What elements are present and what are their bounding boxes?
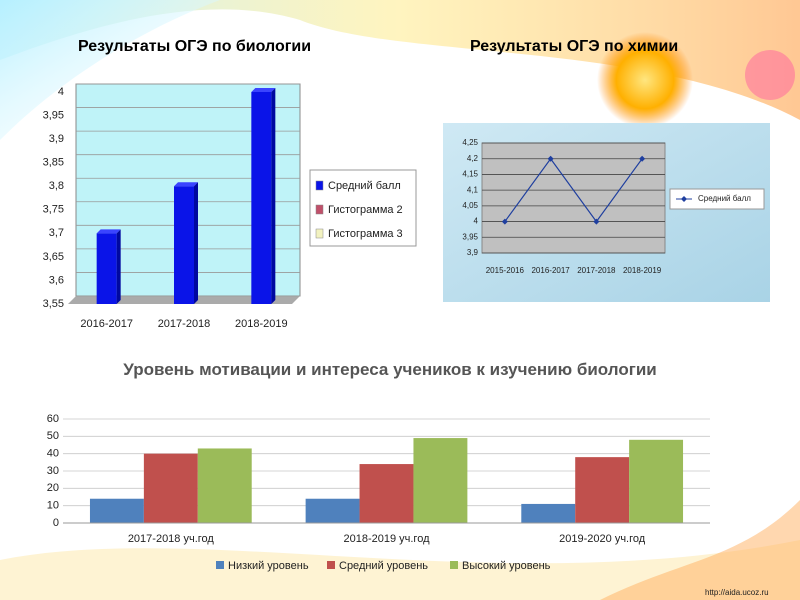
y-tick-label: 30 bbox=[47, 465, 59, 477]
chart-title: Результаты ОГЭ по химии bbox=[470, 38, 679, 55]
marker bbox=[639, 155, 646, 162]
y-tick-label: 3,95 bbox=[43, 109, 64, 121]
legend-label: Гистограмма 2 bbox=[328, 204, 403, 216]
y-tick-label: 3,75 bbox=[43, 204, 64, 216]
bar-side bbox=[271, 88, 276, 304]
legend-label: Высокий уровень bbox=[462, 560, 551, 572]
bar-top bbox=[174, 182, 198, 187]
bar bbox=[629, 439, 684, 523]
x-tick-label: 2018-2019 уч.год bbox=[343, 533, 430, 545]
y-tick-label: 4,2 bbox=[467, 154, 479, 163]
marker bbox=[593, 218, 600, 225]
decor bbox=[0, 0, 800, 120]
y-tick-label: 60 bbox=[47, 413, 59, 425]
legend-label: Средний уровень bbox=[339, 560, 428, 572]
bar bbox=[96, 233, 117, 304]
y-tick-label: 3,9 bbox=[49, 133, 64, 145]
decor bbox=[600, 500, 800, 600]
x-tick-label: 2016-2017 bbox=[80, 318, 133, 330]
bar bbox=[197, 448, 252, 523]
x-tick-label: 2015-2016 bbox=[486, 266, 525, 275]
decor bbox=[745, 50, 795, 100]
y-tick-label: 40 bbox=[47, 448, 59, 460]
bar-side bbox=[194, 182, 198, 304]
y-tick-label: 4,05 bbox=[462, 201, 478, 210]
line bbox=[504, 157, 643, 223]
x-tick-label: 2017-2018 bbox=[158, 318, 211, 330]
bar-top bbox=[251, 88, 276, 92]
bar bbox=[174, 186, 194, 304]
y-tick-label: 4 bbox=[474, 217, 479, 226]
bar bbox=[575, 457, 630, 523]
y-tick-label: 3,7 bbox=[49, 227, 64, 239]
legend-swatch bbox=[315, 228, 324, 239]
legend-label: Средний балл bbox=[328, 180, 401, 192]
y-tick-label: 4 bbox=[58, 86, 64, 98]
x-tick-label: 2016-2017 bbox=[531, 266, 570, 275]
x-tick-label: 2017-2018 уч.год bbox=[128, 533, 215, 545]
x-tick-label: 2019-2020 уч.год bbox=[559, 533, 646, 545]
legend-label: Низкий уровень bbox=[228, 560, 309, 572]
chart-title: Результаты ОГЭ по биологии bbox=[78, 38, 312, 55]
legend-label: Средний балл bbox=[698, 194, 751, 203]
bar-top bbox=[96, 229, 121, 234]
legend-swatch bbox=[315, 180, 324, 191]
x-tick-label: 2017-2018 bbox=[577, 266, 616, 275]
y-tick-label: 3,65 bbox=[43, 251, 64, 263]
bar bbox=[251, 92, 272, 304]
marker bbox=[501, 218, 508, 225]
y-tick-label: 4,25 bbox=[462, 138, 478, 147]
y-tick-label: 0 bbox=[53, 517, 59, 529]
legend-swatch bbox=[216, 561, 224, 569]
legend-marker bbox=[681, 196, 687, 202]
y-tick-label: 3,85 bbox=[43, 157, 64, 169]
bar bbox=[413, 438, 468, 523]
y-tick-label: 4,1 bbox=[467, 185, 479, 194]
decor bbox=[0, 0, 220, 140]
decor bbox=[0, 540, 800, 600]
y-tick-label: 50 bbox=[47, 430, 59, 442]
y-tick-label: 3,9 bbox=[467, 248, 479, 257]
bar bbox=[89, 498, 144, 523]
marker bbox=[547, 155, 554, 162]
bar bbox=[305, 498, 360, 523]
plot-area bbox=[481, 142, 666, 254]
bar bbox=[143, 453, 198, 523]
watermark: http://aida.ucoz.ru bbox=[705, 588, 769, 597]
bar bbox=[359, 464, 414, 523]
y-tick-label: 20 bbox=[47, 482, 59, 494]
legend-swatch bbox=[327, 561, 335, 569]
y-tick-label: 10 bbox=[47, 500, 59, 512]
legend-swatch bbox=[315, 204, 324, 215]
x-tick-label: 2018-2019 bbox=[623, 266, 662, 275]
chart-title: Уровень мотивации и интереса учеников к … bbox=[123, 360, 657, 379]
legend-swatch bbox=[450, 561, 458, 569]
y-tick-label: 3,6 bbox=[49, 274, 64, 286]
x-tick-label: 2018-2019 bbox=[235, 318, 288, 330]
legend bbox=[309, 169, 417, 247]
y-tick-label: 4,15 bbox=[462, 170, 478, 179]
y-tick-label: 3,55 bbox=[43, 298, 64, 310]
legend bbox=[669, 188, 765, 210]
y-tick-label: 3,8 bbox=[49, 180, 64, 192]
y-tick-label: 3,95 bbox=[462, 232, 478, 241]
legend-label: Гистограмма 3 bbox=[328, 228, 403, 240]
decor bbox=[597, 32, 693, 128]
bar bbox=[521, 503, 576, 523]
bar-side bbox=[116, 229, 121, 304]
